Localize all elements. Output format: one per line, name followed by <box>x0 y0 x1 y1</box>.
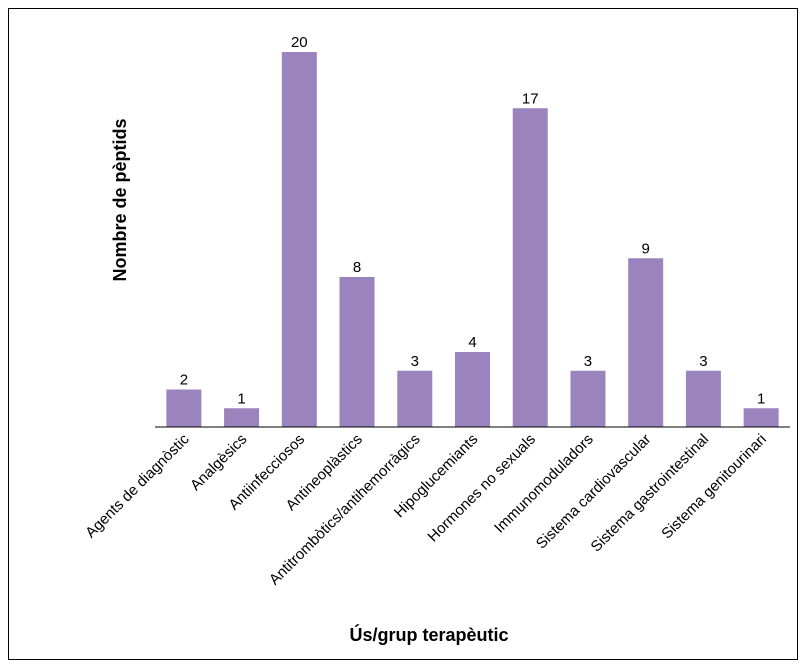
data-label: 1 <box>237 390 245 407</box>
data-label: 3 <box>584 353 592 370</box>
data-label: 17 <box>522 90 539 107</box>
bars-group <box>166 52 779 427</box>
bar <box>628 258 664 427</box>
bar <box>339 277 375 427</box>
data-label: 8 <box>353 259 361 276</box>
bar <box>224 408 260 427</box>
bar <box>166 389 202 427</box>
chart-frame <box>8 8 798 660</box>
x-tick-label: Sistema gastrointestinal <box>588 431 713 556</box>
data-label: 3 <box>699 353 707 370</box>
bar <box>743 408 779 427</box>
y-axis-title: Nombre de pèptids <box>110 118 130 281</box>
bar <box>281 52 317 427</box>
x-tick-label: Sistema cardiovascular <box>533 431 655 553</box>
data-label: 9 <box>642 240 650 257</box>
x-tick-label: Agents de diagnòstic <box>82 430 193 541</box>
bar <box>512 108 548 427</box>
data-label: 3 <box>411 353 419 370</box>
data-labels-group: 2 1 20 8 3 4 17 3 9 3 1 <box>180 34 766 407</box>
x-tick-label: Immunomoduladors <box>491 431 597 537</box>
x-axis-title: Ús/grup terapèutic <box>349 624 508 645</box>
data-label: 4 <box>468 334 476 351</box>
data-label: 1 <box>757 390 765 407</box>
bar <box>455 352 490 427</box>
x-tick-label: Hormones no sexuals <box>424 431 539 546</box>
data-label: 20 <box>291 34 308 51</box>
x-tick-labels-group: Agents de diagnòsticAnalgèsicsAntiinfecc… <box>82 430 770 588</box>
x-tick-label: Sistema genitourinari <box>658 431 770 543</box>
bar <box>570 370 606 427</box>
data-label: 2 <box>180 372 188 389</box>
bar <box>685 370 721 427</box>
bar <box>397 370 433 427</box>
